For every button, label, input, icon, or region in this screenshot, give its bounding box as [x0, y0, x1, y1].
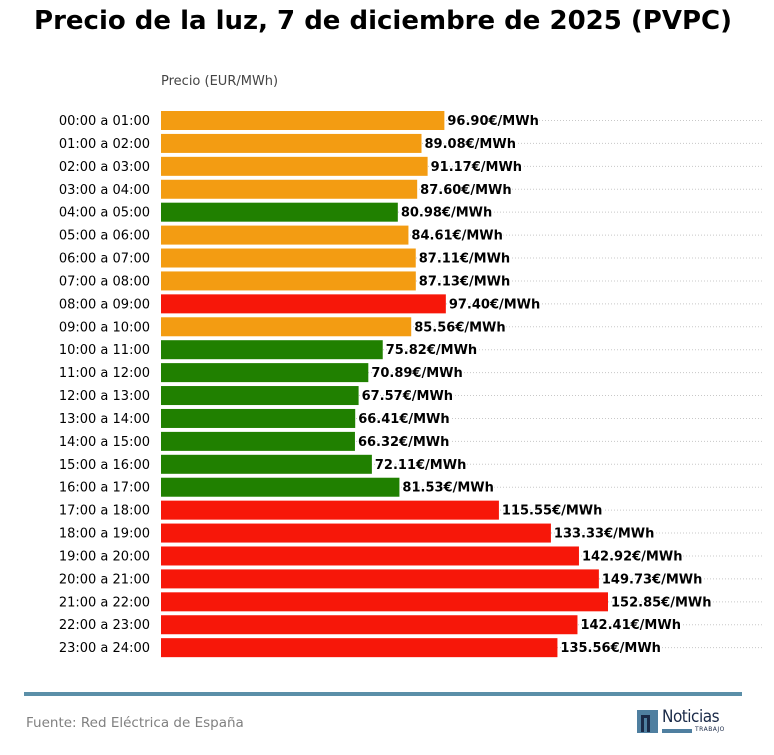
category-label: 16:00 a 17:00 [59, 481, 150, 496]
data-label: 115.55€/MWh [502, 504, 603, 519]
data-label: 87.60€/MWh [420, 183, 511, 198]
data-label: 142.41€/MWh [580, 618, 681, 633]
category-label: 04:00 a 05:00 [59, 206, 150, 221]
footer-divider [24, 692, 742, 696]
category-label: 19:00 a 20:00 [59, 549, 150, 564]
bar [161, 592, 608, 612]
data-label: 96.90€/MWh [447, 114, 538, 129]
data-label: 66.32€/MWh [358, 435, 449, 450]
bar [161, 133, 422, 153]
data-label: 135.56€/MWh [560, 641, 661, 656]
category-label: 09:00 a 10:00 [59, 320, 150, 335]
bar [161, 340, 383, 360]
data-label: 133.33€/MWh [554, 527, 655, 542]
data-label: 87.11€/MWh [419, 252, 510, 267]
data-label: 89.08€/MWh [425, 137, 516, 152]
data-label: 72.11€/MWh [375, 458, 466, 473]
bar [161, 500, 499, 520]
bar [161, 546, 579, 566]
category-label: 07:00 a 08:00 [59, 274, 150, 289]
category-label: 15:00 a 16:00 [59, 458, 150, 473]
category-label: 20:00 a 21:00 [59, 572, 150, 587]
bar [161, 294, 446, 314]
data-label: 80.98€/MWh [401, 206, 492, 221]
bar [161, 111, 445, 130]
source-note: Fuente: Red Eléctrica de España [26, 715, 244, 731]
data-label: 66.41€/MWh [358, 412, 449, 427]
logo-underline [662, 729, 692, 733]
category-label: 13:00 a 14:00 [59, 412, 150, 427]
bar [161, 569, 599, 589]
bar [161, 615, 578, 635]
category-label: 23:00 a 24:00 [59, 641, 150, 656]
data-label: 75.82€/MWh [386, 343, 477, 358]
bar [161, 317, 412, 337]
axis-label: Precio (EUR/MWh) [161, 74, 279, 89]
data-label: 91.17€/MWh [431, 160, 522, 175]
category-label: 00:00 a 01:00 [59, 114, 150, 129]
category-label: 06:00 a 07:00 [59, 252, 150, 267]
data-label: 142.92€/MWh [582, 549, 683, 564]
data-label: 85.56€/MWh [414, 320, 505, 335]
logo-text: Noticias [662, 707, 720, 727]
bar-chart: 00:00 a 01:00 96.90€/MWh 01:00 a 02:00 89.0… [59, 111, 763, 658]
bar [161, 271, 416, 291]
data-label: 70.89€/MWh [371, 366, 462, 381]
chart-title: Precio de la luz, 7 de diciembre de 2025… [34, 6, 732, 36]
category-label: 21:00 a 22:00 [59, 595, 150, 610]
category-label: 05:00 a 06:00 [59, 229, 150, 244]
noticias-trabajo-logo: Noticias TRABAJO [637, 707, 732, 735]
category-label: 08:00 a 09:00 [59, 297, 150, 312]
bar [161, 638, 558, 658]
data-label: 87.13€/MWh [419, 274, 510, 289]
bar [161, 454, 372, 474]
bar [161, 156, 428, 176]
category-label: 02:00 a 03:00 [59, 160, 150, 175]
bar [161, 523, 551, 543]
bar [161, 363, 369, 383]
bar [161, 248, 416, 268]
category-label: 17:00 a 18:00 [59, 504, 150, 519]
category-label: 10:00 a 11:00 [59, 343, 150, 358]
data-label: 84.61€/MWh [411, 229, 502, 244]
category-label: 03:00 a 04:00 [59, 183, 150, 198]
bar [161, 179, 418, 199]
bar [161, 202, 398, 222]
logo-subtext: TRABAJO [695, 726, 725, 733]
category-label: 14:00 a 15:00 [59, 435, 150, 450]
data-label: 149.73€/MWh [602, 572, 703, 587]
data-label: 81.53€/MWh [402, 481, 493, 496]
bar [161, 225, 409, 245]
data-label: 67.57€/MWh [362, 389, 453, 404]
logo-n-icon [637, 710, 658, 733]
category-label: 22:00 a 23:00 [59, 618, 150, 633]
category-label: 01:00 a 02:00 [59, 137, 150, 152]
data-label: 152.85€/MWh [611, 595, 712, 610]
bar [161, 431, 355, 451]
bar [161, 386, 359, 406]
category-label: 12:00 a 13:00 [59, 389, 150, 404]
bar [161, 477, 400, 497]
bar [161, 408, 356, 428]
category-label: 18:00 a 19:00 [59, 527, 150, 542]
category-label: 11:00 a 12:00 [59, 366, 150, 381]
data-label: 97.40€/MWh [449, 297, 540, 312]
